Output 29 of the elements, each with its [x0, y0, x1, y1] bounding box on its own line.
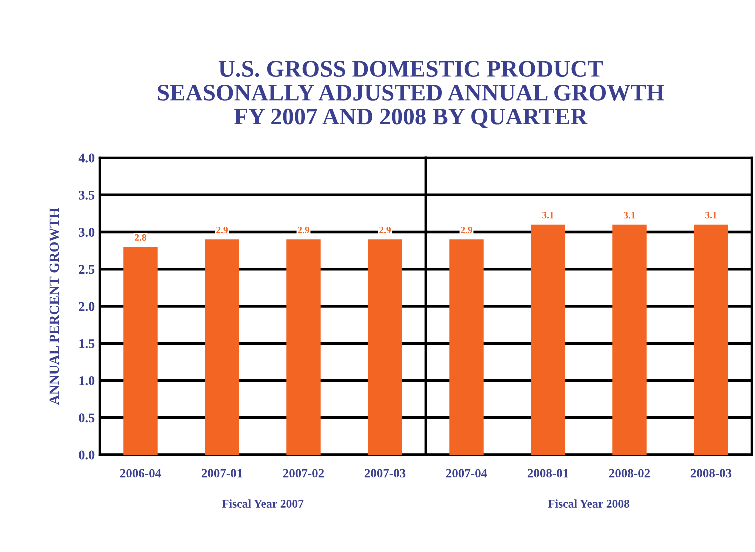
x-tick-label: 2008-01	[528, 469, 568, 478]
data-label: 2.8	[135, 234, 147, 241]
x-tick-label: 2007-04	[446, 469, 488, 478]
text: 0.0	[79, 450, 95, 460]
text: 4.0	[78, 154, 95, 163]
data-label: 2.9	[380, 227, 391, 234]
text: 2.5	[79, 265, 95, 274]
x-tick-label: 2008-02	[609, 469, 650, 478]
text: 3.5	[79, 190, 95, 200]
data-label: 2.9	[461, 227, 472, 234]
data-label: 2.9	[298, 227, 310, 234]
y-axis-title: ANNUAL PERCENT GROWTH	[50, 208, 60, 406]
chart-title: U.S. GROSS DOMESTIC PRODUCT SEASONALLY ADJUSTED ANNUAL GROWTH FY 2007 AND 2008 BY QUARTER	[158, 61, 665, 128]
x-tick-label: 2008-03	[690, 469, 732, 478]
x-axis-title: Fiscal Year 2008	[548, 500, 630, 508]
data-label: 3.1	[542, 212, 554, 219]
data-label: 2.9	[216, 227, 228, 234]
text: 0.5	[79, 414, 95, 423]
x-tick-label: 2007-02	[283, 469, 324, 478]
text: 3.0	[79, 228, 95, 238]
x-tick-label: 2007-03	[364, 469, 406, 478]
x-axis-title: Fiscal Year 2007	[222, 500, 304, 508]
data-label: 3.1	[706, 212, 717, 219]
x-tick-label: 2007-01	[202, 469, 242, 478]
x-tick-label: 2006-04	[120, 469, 162, 478]
text: 1.0	[80, 376, 95, 386]
text: 2.0	[79, 302, 95, 312]
text: 1.5	[80, 339, 95, 348]
data-label: 3.1	[624, 212, 636, 219]
